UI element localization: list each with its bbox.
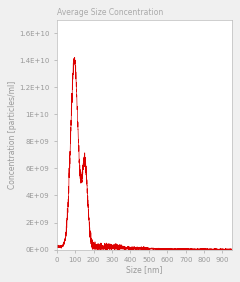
Text: Average Size Concentration: Average Size Concentration [57,8,163,17]
Y-axis label: Concentration [particles/ml]: Concentration [particles/ml] [8,80,17,189]
X-axis label: Size [nm]: Size [nm] [126,265,162,274]
